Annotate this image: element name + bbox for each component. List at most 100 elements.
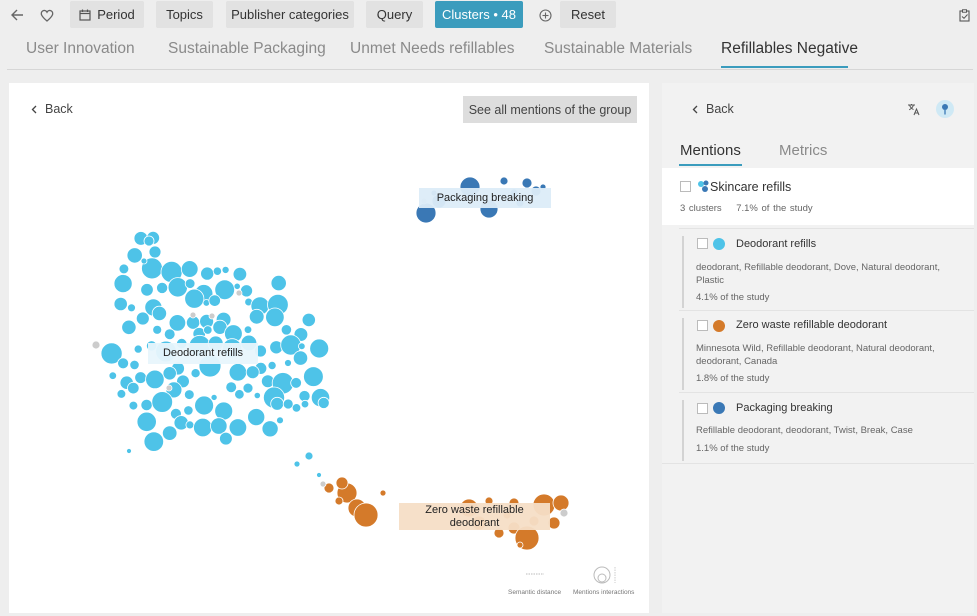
deodorant-refills-point[interactable] xyxy=(297,342,306,351)
deodorant-refills-point[interactable] xyxy=(228,363,248,382)
deodorant-refills-point[interactable] xyxy=(140,257,148,265)
deodorant-refills-point[interactable] xyxy=(184,278,196,289)
deodorant-refills-point[interactable] xyxy=(126,448,132,454)
deodorant-refills-point[interactable] xyxy=(127,381,140,395)
heart-icon[interactable] xyxy=(38,6,56,24)
cluster-scatter-plot[interactable] xyxy=(9,83,649,613)
cluster-group-card[interactable]: Skincare refills 3 clusters 7.1% of the … xyxy=(662,168,974,225)
deodorant-refills-point[interactable] xyxy=(133,344,143,354)
deodorant-refills-point[interactable] xyxy=(183,405,194,416)
deodorant-refills-point[interactable] xyxy=(148,245,162,259)
deodorant-refills-point[interactable] xyxy=(270,396,285,411)
deodorant-refills-point[interactable] xyxy=(276,416,284,425)
see-all-mentions-button[interactable]: See all mentions of the group xyxy=(463,96,637,123)
packaging-breaking-point[interactable] xyxy=(521,177,533,189)
deodorant-refills-point[interactable] xyxy=(242,382,254,394)
deodorant-refills-point[interactable] xyxy=(317,396,330,409)
tab-refillables-negative[interactable]: Refillables Negative xyxy=(721,40,858,57)
deodorant-refills-point[interactable] xyxy=(214,279,236,301)
deodorant-refills-point[interactable] xyxy=(140,398,153,412)
outlier-point[interactable] xyxy=(559,508,569,518)
deodorant-refills-point[interactable] xyxy=(253,391,261,400)
period-button[interactable]: Period xyxy=(70,1,144,28)
tab-mentions[interactable]: Mentions xyxy=(680,142,741,159)
deodorant-refills-point[interactable] xyxy=(247,408,266,427)
back-link-right[interactable]: Back xyxy=(692,102,734,116)
deodorant-refills-point[interactable] xyxy=(301,312,316,327)
zero-waste-point[interactable] xyxy=(335,476,349,490)
deodorant-refills-point[interactable] xyxy=(193,417,213,438)
deodorant-refills-point[interactable] xyxy=(143,431,165,452)
zero-waste-point[interactable] xyxy=(353,502,379,528)
deodorant-refills-point[interactable] xyxy=(261,420,279,438)
deodorant-refills-point[interactable] xyxy=(190,368,201,379)
cluster-item-deodorant-refills[interactable]: Deodorant refills deodorant, Refillable … xyxy=(679,228,974,310)
cluster-label-packaging-breaking[interactable]: Packaging breaking xyxy=(419,188,551,208)
deodorant-refills-point[interactable] xyxy=(212,266,222,276)
packaging-breaking-point[interactable] xyxy=(499,176,509,186)
tab-sustainable-materials[interactable]: Sustainable Materials xyxy=(544,40,693,57)
deodorant-refills-point[interactable] xyxy=(239,284,253,298)
add-filter-icon[interactable] xyxy=(536,6,554,24)
deodorant-refills-point[interactable] xyxy=(180,260,199,278)
deodorant-refills-point[interactable] xyxy=(300,399,310,409)
deodorant-refills-point[interactable] xyxy=(243,325,253,334)
deodorant-refills-point[interactable] xyxy=(134,371,147,384)
deodorant-refills-point[interactable] xyxy=(234,389,245,400)
back-link[interactable]: Back xyxy=(31,102,73,116)
deodorant-refills-point[interactable] xyxy=(303,366,324,387)
zero-waste-point[interactable] xyxy=(334,496,344,506)
deodorant-refills-point[interactable] xyxy=(140,283,154,297)
deodorant-refills-point[interactable] xyxy=(221,265,230,274)
deodorant-refills-point[interactable] xyxy=(167,277,188,298)
deodorant-refills-point[interactable] xyxy=(162,366,177,381)
cluster-checkbox[interactable] xyxy=(697,238,708,249)
deodorant-refills-point[interactable] xyxy=(127,303,136,313)
clusters-button[interactable]: Clusters • 48 xyxy=(435,1,523,28)
deodorant-refills-point[interactable] xyxy=(210,393,218,401)
deodorant-refills-point[interactable] xyxy=(184,389,195,400)
deodorant-refills-point[interactable] xyxy=(117,357,129,370)
deodorant-refills-point[interactable] xyxy=(203,325,213,335)
deodorant-refills-point[interactable] xyxy=(232,266,248,282)
outlier-point[interactable] xyxy=(235,289,243,297)
group-checkbox[interactable] xyxy=(680,181,691,192)
deodorant-refills-point[interactable] xyxy=(265,307,285,328)
cluster-checkbox[interactable] xyxy=(697,320,708,331)
zero-waste-point[interactable] xyxy=(516,541,524,549)
deodorant-refills-point[interactable] xyxy=(128,400,139,411)
deodorant-refills-point[interactable] xyxy=(100,342,123,365)
tab-user-innovation[interactable]: User Innovation xyxy=(26,40,135,57)
deodorant-refills-point[interactable] xyxy=(228,418,248,437)
zero-waste-point[interactable] xyxy=(552,494,570,512)
query-button[interactable]: Query xyxy=(366,1,423,28)
deodorant-refills-point[interactable] xyxy=(116,389,127,399)
deodorant-refills-point[interactable] xyxy=(292,350,309,366)
deodorant-refills-point[interactable] xyxy=(151,391,174,413)
deodorant-refills-point[interactable] xyxy=(143,235,155,247)
cluster-item-zero-waste[interactable]: Zero waste refillable deodorant Minnesot… xyxy=(679,310,974,392)
cluster-checkbox[interactable] xyxy=(697,403,708,414)
deodorant-refills-point[interactable] xyxy=(304,451,314,461)
deodorant-refills-point[interactable] xyxy=(280,324,292,336)
deodorant-refills-point[interactable] xyxy=(118,263,130,275)
deodorant-refills-point[interactable] xyxy=(185,420,195,430)
publisher-categories-button[interactable]: Publisher categories xyxy=(226,1,354,28)
deodorant-refills-point[interactable] xyxy=(113,274,133,294)
tab-sustainable-packaging[interactable]: Sustainable Packaging xyxy=(168,40,326,57)
deodorant-refills-point[interactable] xyxy=(108,371,117,380)
outlier-point[interactable] xyxy=(165,384,173,392)
clipboard-icon[interactable] xyxy=(955,6,973,24)
deodorant-refills-point[interactable] xyxy=(168,314,187,332)
deodorant-refills-point[interactable] xyxy=(270,275,287,292)
deodorant-refills-point[interactable] xyxy=(282,398,294,410)
deodorant-refills-point[interactable] xyxy=(145,369,165,390)
deodorant-refills-point[interactable] xyxy=(200,266,215,281)
topics-button[interactable]: Topics xyxy=(156,1,213,28)
deodorant-refills-point[interactable] xyxy=(214,401,234,421)
outlier-point[interactable] xyxy=(319,480,327,488)
deodorant-refills-point[interactable] xyxy=(194,395,215,416)
deodorant-refills-point[interactable] xyxy=(291,403,302,413)
deodorant-refills-point[interactable] xyxy=(309,338,330,359)
pin-icon[interactable] xyxy=(936,100,954,118)
